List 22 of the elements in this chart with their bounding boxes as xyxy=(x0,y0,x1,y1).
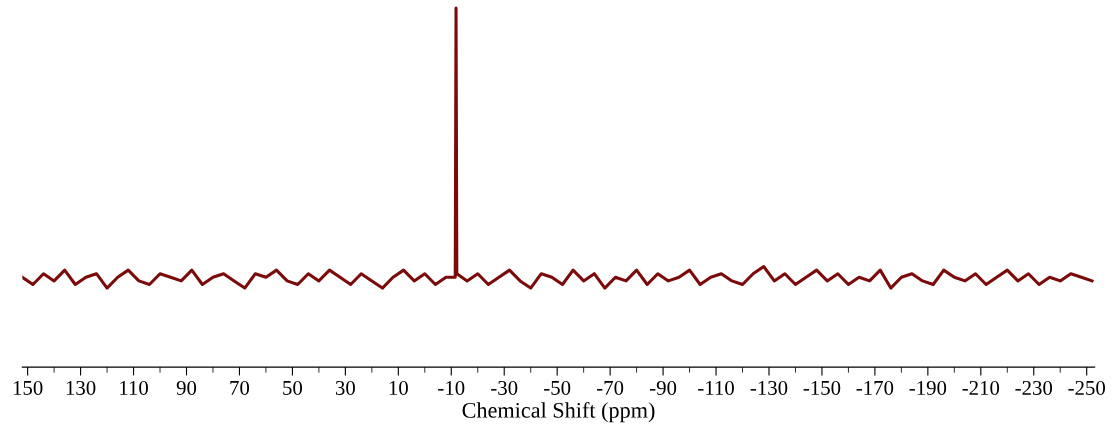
x-tick-label: 110 xyxy=(120,380,148,395)
x-tick-label: -170 xyxy=(856,380,894,395)
x-tick-label: 130 xyxy=(66,380,96,395)
x-tick-label: -190 xyxy=(909,380,947,395)
x-tick-label: -150 xyxy=(803,380,841,395)
x-tick-label: 30 xyxy=(335,380,355,395)
x-tick-label: -10 xyxy=(438,380,465,395)
x-axis-title: Chemical Shift (ppm) xyxy=(462,401,655,423)
x-tick-label: -230 xyxy=(1015,380,1053,395)
x-tick-label: -90 xyxy=(649,380,677,395)
x-tick-label: 70 xyxy=(230,380,250,395)
x-tick-label: -70 xyxy=(597,380,624,395)
x-tick-label: -250 xyxy=(1068,380,1106,395)
x-tick-label: -110 xyxy=(698,380,734,395)
x-tick-label: -130 xyxy=(750,380,788,395)
x-tick-label: 50 xyxy=(283,380,303,395)
x-tick-label: 10 xyxy=(389,380,408,395)
x-tick-label: 150 xyxy=(13,380,43,395)
x-tick-label: 90 xyxy=(176,380,197,395)
x-tick-label: -50 xyxy=(544,380,571,395)
x-tick-label: -30 xyxy=(491,380,518,395)
x-tick-label: -210 xyxy=(962,380,1000,395)
